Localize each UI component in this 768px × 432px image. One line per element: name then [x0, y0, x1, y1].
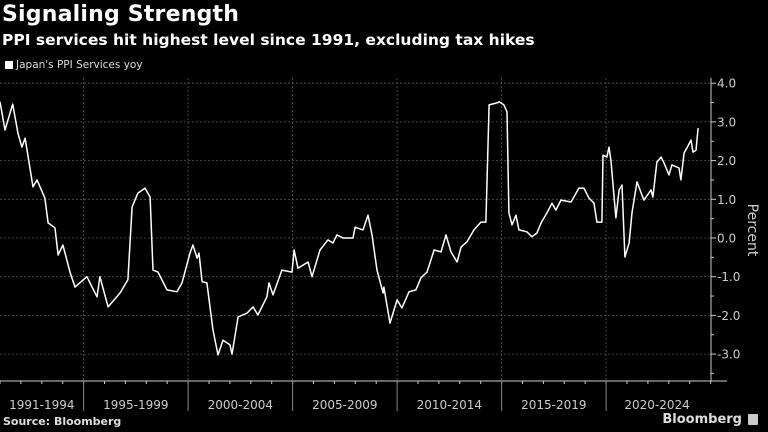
source-note: Source: Bloomberg: [3, 415, 122, 428]
legend-label: Japan's PPI Services yoy: [16, 59, 143, 71]
y-tick-label: -2.0: [717, 309, 740, 323]
y-tick-label: -3.0: [717, 348, 740, 362]
y-tick-label: 3.0: [717, 115, 736, 129]
legend: Japan's PPI Services yoy: [5, 59, 143, 71]
x-period-label: 1991-1994: [9, 398, 74, 412]
y-tick-label: -1.0: [717, 270, 740, 284]
legend-swatch: [5, 61, 13, 69]
y-tick-label: 4.0: [717, 77, 736, 91]
chart-subtitle: PPI services hit highest level since 199…: [2, 31, 535, 49]
brand-logo: Bloomberg: [662, 412, 742, 427]
chart-title: Signaling Strength: [2, 2, 240, 27]
y-tick-label: 0.0: [717, 232, 736, 246]
bloomberg-terminal-icon: [748, 414, 758, 425]
x-period-label: 2020-2024: [624, 398, 689, 412]
x-period-label: 2005-2009: [312, 398, 377, 412]
y-tick-label: 1.0: [717, 193, 736, 207]
x-period-label: 2015-2019: [521, 398, 586, 412]
y-tick-label: 2.0: [717, 154, 736, 168]
x-period-label: 1995-1999: [103, 398, 168, 412]
series-line-ppi-services: [0, 101, 699, 356]
x-period-label: 2010-2014: [417, 398, 482, 412]
x-period-label: 2000-2004: [208, 398, 273, 412]
y-axis-label: Percent: [744, 204, 760, 257]
